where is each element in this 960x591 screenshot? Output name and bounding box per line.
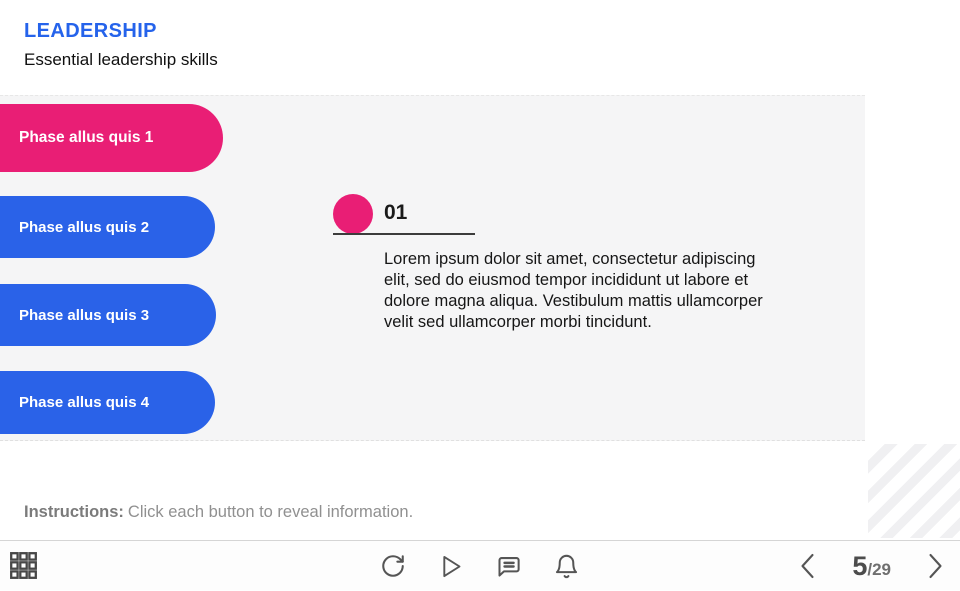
course-title: LEADERSHIP xyxy=(24,20,157,42)
play-icon xyxy=(437,553,464,580)
notifications-button[interactable] xyxy=(553,553,580,580)
phase-button-3[interactable]: Phase allus quis 3 xyxy=(0,284,216,346)
grid-menu-icon xyxy=(9,551,38,580)
toolbar-center-icons xyxy=(0,541,960,591)
step-dot xyxy=(333,194,373,234)
grid-menu-button[interactable] xyxy=(9,551,38,580)
notifications-icon xyxy=(553,553,580,580)
phase-button-2[interactable]: Phase allus quis 2 xyxy=(0,196,215,258)
comments-button[interactable] xyxy=(495,553,522,580)
comments-icon xyxy=(495,553,522,580)
previous-slide-button[interactable] xyxy=(799,552,816,580)
current-page: 5 xyxy=(852,550,868,581)
page-navigation: 5/29 xyxy=(799,541,944,591)
phase-button-4[interactable]: Phase allus quis 4 xyxy=(0,371,215,434)
instructions-text: Click each button to reveal information. xyxy=(127,503,414,521)
phase-button-1[interactable]: Phase allus quis 1 xyxy=(0,104,223,172)
replay-button[interactable] xyxy=(380,553,406,579)
diagonal-stripes-decoration xyxy=(868,444,960,538)
player-toolbar: 5/29 xyxy=(0,540,960,590)
replay-icon xyxy=(380,553,406,579)
page-separator: / xyxy=(867,559,873,579)
instructions-line: Instructions: Click each button to reveal… xyxy=(24,503,413,522)
content-panel: Phase allus quis 1 Phase allus quis 2 Ph… xyxy=(0,95,865,441)
next-slide-button[interactable] xyxy=(927,552,944,580)
step-body-text: Lorem ipsum dolor sit amet, consectetur … xyxy=(384,250,763,332)
total-pages: 29 xyxy=(872,559,891,579)
step-number: 01 xyxy=(384,201,408,224)
course-subtitle: Essential leadership skills xyxy=(24,50,218,69)
page-counter: 5/29 xyxy=(852,551,891,582)
chevron-left-icon xyxy=(799,552,816,580)
chevron-right-icon xyxy=(927,552,944,580)
underline-rule xyxy=(333,233,475,235)
instructions-label: Instructions: xyxy=(24,503,124,521)
play-button[interactable] xyxy=(437,553,464,580)
